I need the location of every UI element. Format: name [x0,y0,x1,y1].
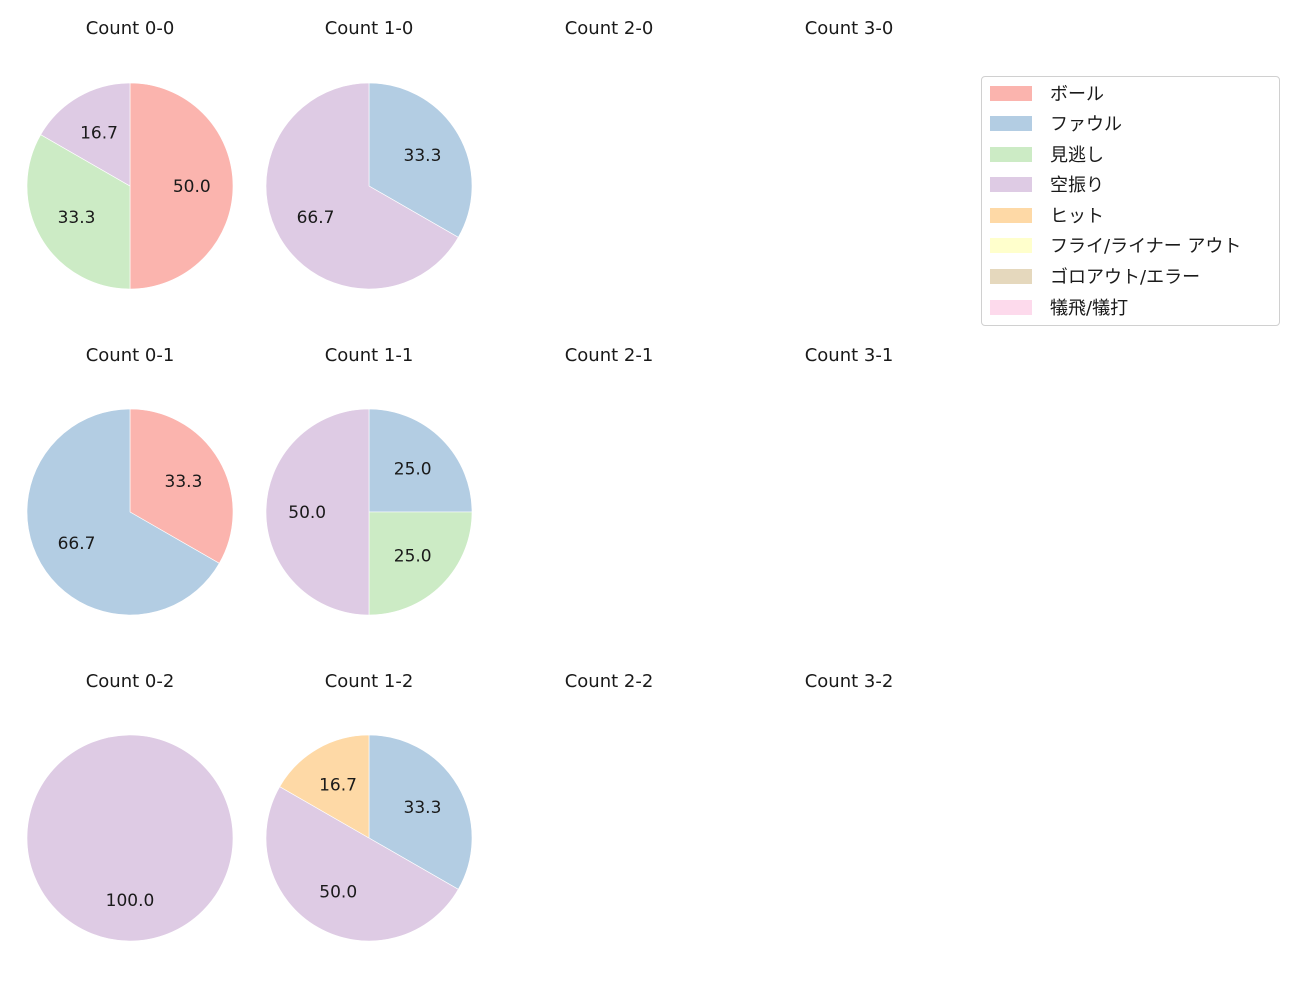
pie-slice [26,734,234,942]
legend-item: ファウル [990,113,1122,135]
legend-label: 見逃し [1050,145,1104,166]
legend-label: ヒット [1050,206,1104,227]
legend-label: 空振り [1050,175,1104,196]
slice-percent-label: 33.3 [404,146,442,166]
legend-label: 犠飛/犠打 [1050,298,1129,319]
subplot-title: Count 2-1 [564,345,654,366]
pie-slice [40,82,131,187]
legend-item: 空振り [990,174,1104,196]
subplot-title: Count 2-2 [564,671,654,692]
subplot-title: Count 3-1 [804,345,894,366]
legend: ボール ファウル 見逃し 空振り ヒット フライ/ライナー アウト ゴロアウト/… [981,76,1280,326]
slice-percent-label: 50.0 [173,177,211,197]
legend-swatch [990,268,1032,284]
pie-slice [368,408,473,513]
slice-percent-label: 33.3 [404,798,442,818]
pie-slice [368,511,473,616]
slice-percent-label: 33.3 [58,208,96,228]
subplot-title: Count 3-2 [804,671,894,692]
legend-label: ファウル [1050,114,1122,135]
pie-slice [129,82,234,290]
slice-percent-label: 33.3 [165,472,203,492]
legend-item: ヒット [990,205,1104,227]
legend-swatch [990,299,1032,315]
slice-percent-label: 50.0 [288,503,326,523]
slice-percent-label: 100.0 [106,891,155,911]
subplot-title: Count 1-1 [324,345,414,366]
subplot-title: Count 3-0 [804,18,894,39]
slice-percent-label: 25.0 [394,459,432,479]
legend-swatch [990,115,1032,131]
legend-label: ボール [1050,84,1104,105]
slice-percent-label: 16.7 [319,776,357,796]
slice-percent-label: 25.0 [394,547,432,567]
legend-label: フライ/ライナー アウト [1050,236,1242,257]
subplot-title: Count 1-0 [324,18,414,39]
legend-item: 犠飛/犠打 [990,297,1129,319]
legend-item: フライ/ライナー アウト [990,235,1242,257]
subplot-title: Count 2-0 [564,18,654,39]
legend-swatch [990,146,1032,162]
subplot-title: Count 0-1 [85,345,175,366]
slice-percent-label: 66.7 [58,534,96,554]
pie-slice [26,134,131,290]
legend-swatch [990,207,1032,223]
slice-percent-label: 66.7 [297,208,335,228]
legend-item: ボール [990,83,1104,105]
legend-label: ゴロアウト/エラー [1050,267,1201,288]
subplot-title: Count 0-0 [85,18,175,39]
pie-slice [265,82,459,290]
pie-slice [26,408,220,616]
subplot-title: Count 1-2 [324,671,414,692]
pie-slice [129,408,234,564]
legend-swatch [990,85,1032,101]
pie-slice [368,734,473,890]
slice-percent-label: 16.7 [80,124,118,144]
legend-swatch [990,176,1032,192]
slice-percent-label: 50.0 [319,883,357,903]
pie-slice [279,734,370,839]
pie-slice [368,82,473,238]
legend-item: 見逃し [990,144,1104,166]
pie-slice [265,786,459,942]
legend-item: ゴロアウト/エラー [990,266,1201,288]
legend-swatch [990,237,1032,253]
subplot-title: Count 0-2 [85,671,175,692]
pie-slice [265,408,370,616]
